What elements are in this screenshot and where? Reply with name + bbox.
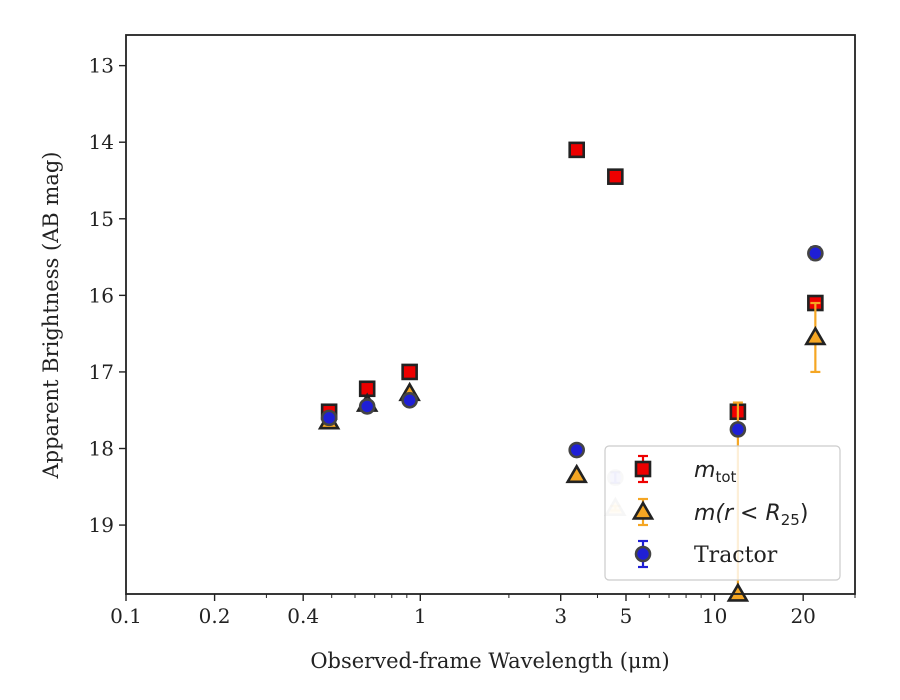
- legend-label-tractor: Tractor: [694, 543, 778, 568]
- x-tick-label: 20: [790, 604, 815, 628]
- point-tractor-shape: [320, 409, 338, 427]
- point-tractor: [401, 391, 418, 409]
- x-tick-label: 0.4: [287, 604, 319, 628]
- legend-marker-mtot: [634, 460, 652, 478]
- point-m-r25-shape: [565, 463, 588, 484]
- point-tractor-shape: [729, 421, 747, 438]
- x-axis-label: Observed-frame Wavelength (μm): [310, 649, 669, 673]
- legend-item-tractor: Tractor: [634, 539, 778, 569]
- x-tick-label: 5: [620, 604, 633, 628]
- point-tractor: [358, 398, 376, 415]
- legend-marker-tractor-shape: [634, 545, 652, 563]
- point-tractor: [320, 409, 338, 427]
- point-m-r25-shape: [804, 325, 827, 346]
- legend-item-m-r25: m(r < R25): [631, 497, 808, 529]
- point-tractor: [807, 244, 824, 262]
- point-tractor-shape: [807, 244, 824, 262]
- point-mtot: [607, 168, 624, 185]
- x-tick-label: 10: [702, 604, 727, 628]
- point-m-r25: [804, 325, 827, 346]
- y-tick-label: 19: [89, 513, 114, 537]
- point-m-r25: [726, 582, 750, 602]
- point-mtot: [401, 363, 418, 381]
- legend-label-mtot: mtot: [694, 458, 736, 486]
- legend-marker-m-r25: [631, 500, 655, 520]
- legend: mtot m(r < R25) Tractor: [604, 445, 841, 581]
- y-tick-label: 15: [89, 207, 114, 231]
- plot-frame: [125, 34, 856, 595]
- legend-item-mtot: mtot: [634, 454, 736, 486]
- y-tick-label: 16: [89, 283, 114, 307]
- legend-marker-m-r25-shape: [631, 500, 655, 520]
- legend-marker-tractor: [634, 545, 652, 563]
- point-mtot: [568, 141, 586, 159]
- x-tick-label: 3: [554, 604, 567, 628]
- y-tick-label: 14: [89, 130, 114, 154]
- y-tick-label: 17: [89, 360, 114, 384]
- y-axis-label: Apparent Brightness (AB mag): [39, 152, 63, 480]
- legend-marker-mtot-shape: [634, 460, 652, 478]
- y-tick-label: 18: [89, 437, 114, 461]
- point-tractor: [729, 421, 747, 438]
- point-mtot-shape: [401, 363, 418, 381]
- x-tick-label: 0.1: [110, 604, 142, 628]
- point-tractor-shape: [401, 391, 418, 409]
- y-tick-label: 13: [89, 54, 114, 78]
- point-m-r25: [565, 463, 588, 484]
- data-marks: [317, 141, 827, 602]
- point-tractor-shape: [358, 398, 376, 415]
- legend-label-m-r25: m(r < R25): [694, 501, 808, 529]
- point-mtot-shape: [607, 168, 624, 185]
- point-m-r25-shape: [726, 582, 750, 602]
- legend-box: [604, 445, 841, 581]
- x-tick-label: 0.2: [199, 604, 231, 628]
- x-tick-label: 1: [414, 604, 427, 628]
- point-mtot-shape: [568, 141, 586, 159]
- point-tractor: [568, 441, 586, 459]
- point-tractor-shape: [568, 441, 586, 459]
